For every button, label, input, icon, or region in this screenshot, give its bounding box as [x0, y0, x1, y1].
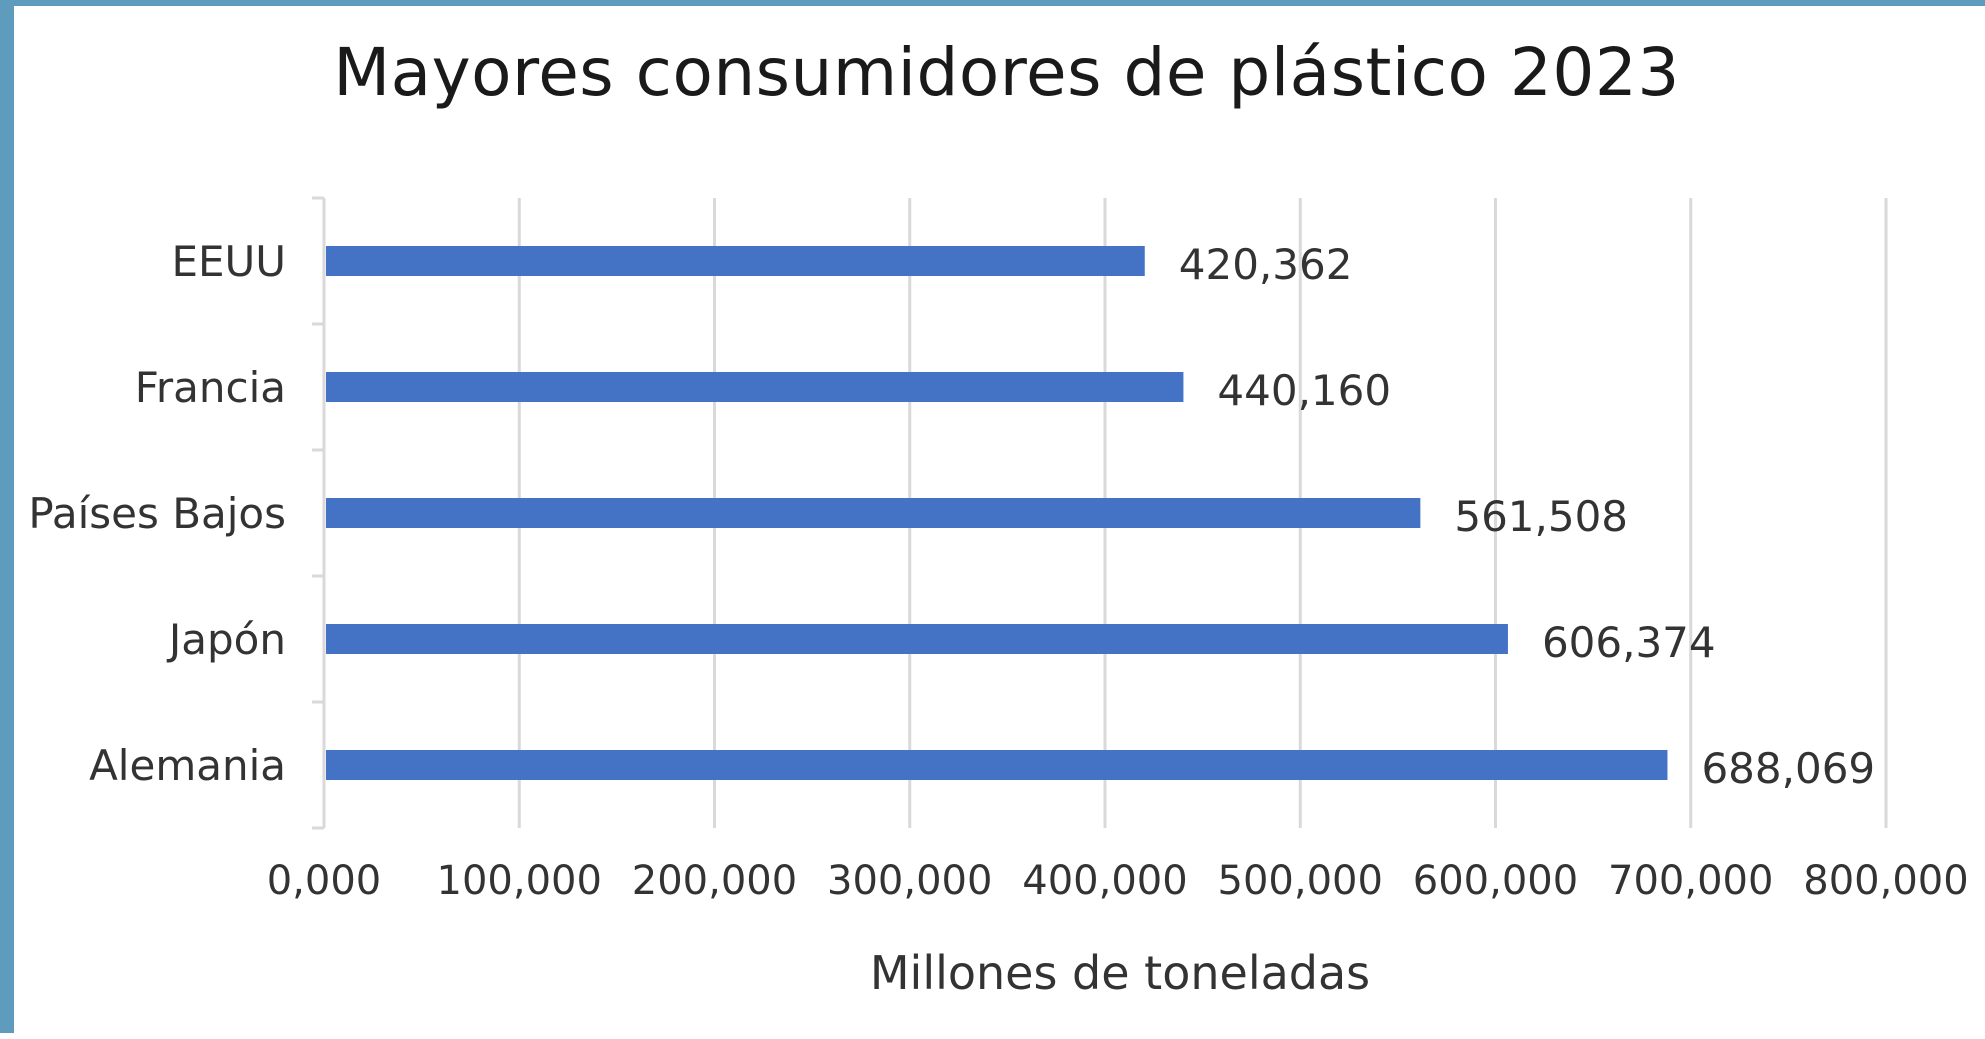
x-tick-label: 800,000 [1803, 858, 1968, 904]
bar-chart: 0,000 100,000 200,000 300,000 400,000 500,000… [28, 196, 1969, 904]
category-label: Francia [135, 363, 286, 412]
x-tick-label: 0,000 [267, 858, 382, 904]
data-label: 606,374 [1542, 618, 1716, 667]
category-label: EEUU [171, 237, 286, 286]
bar [326, 498, 1421, 528]
chart-title: Mayores consumidores de plástico 2023 [333, 34, 1680, 111]
x-tick-label: 300,000 [827, 858, 992, 904]
bar [326, 372, 1184, 402]
x-axis-label: Millones de toneladas [869, 946, 1371, 1000]
bar [326, 246, 1145, 276]
category-label: Alemania [89, 741, 286, 790]
data-label: 561,508 [1454, 492, 1628, 541]
data-label: 688,069 [1701, 744, 1875, 793]
x-tick-label: 500,000 [1218, 858, 1383, 904]
bar [326, 624, 1508, 654]
x-tick-label: 200,000 [632, 858, 797, 904]
data-label: 440,160 [1217, 366, 1391, 415]
x-tick-label: 600,000 [1413, 858, 1578, 904]
bar [326, 750, 1668, 780]
data-label: 420,362 [1179, 240, 1353, 289]
x-tick-label: 700,000 [1608, 858, 1773, 904]
category-label: Japón [166, 615, 286, 664]
x-tick-label: 400,000 [1022, 858, 1187, 904]
category-label: Países Bajos [28, 489, 286, 538]
x-tick-label: 100,000 [437, 858, 602, 904]
